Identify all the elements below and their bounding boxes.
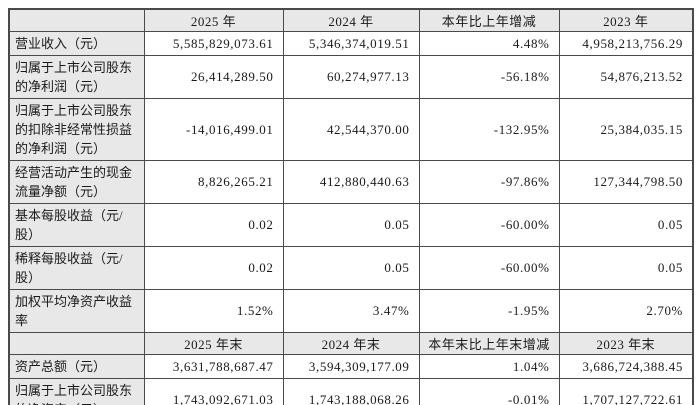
row-weighted-avg-roe: 加权平均净资产收益率 1.52% 3.47% -1.95% 2.70%: [8, 289, 694, 333]
value-2023: 127,344,798.50: [558, 160, 694, 204]
value-2023: 4,958,213,756.29: [558, 31, 694, 56]
col-header-2025-end: 2025 年末: [143, 332, 284, 355]
value-yoy: -97.86%: [418, 160, 560, 204]
financial-summary-table: 2025 年 2024 年 本年比上年增减 2023 年 营业收入（元） 5,5…: [8, 8, 694, 405]
row-label: 基本每股收益（元/股）: [8, 203, 145, 247]
value-2024: 0.05: [282, 203, 420, 247]
value-yoy: 4.48%: [418, 31, 560, 56]
col-header-2023: 2023 年: [558, 8, 694, 32]
value-yoy: -1.95%: [418, 289, 560, 333]
value-2023: 2.70%: [558, 289, 694, 333]
row-net-profit-after-nonrecurring: 归属于上市公司股东的扣除非经常性损益的净利润（元） -14,016,499.01…: [8, 98, 694, 161]
value-2024: 3.47%: [282, 289, 420, 333]
value-2025: 1,743,092,671.03: [143, 378, 284, 405]
value-2024: 5,346,374,019.51: [282, 31, 420, 56]
value-yoy: -60.00%: [418, 203, 560, 247]
corner-cell: [8, 332, 145, 355]
col-header-2023-end: 2023 年末: [558, 332, 694, 355]
value-2023: 25,384,035.15: [558, 98, 694, 161]
header-row-period-end: 2025 年末 2024 年末 本年末比上年末增减 2023 年末: [8, 332, 694, 355]
row-basic-eps: 基本每股收益（元/股） 0.02 0.05 -60.00% 0.05: [8, 203, 694, 247]
value-2024: 412,880,440.63: [282, 160, 420, 204]
value-2023: 3,686,724,388.45: [558, 354, 694, 379]
value-2024: 60,274,977.13: [282, 55, 420, 99]
value-2025: 0.02: [143, 246, 284, 290]
value-yoy: 1.04%: [418, 354, 560, 379]
value-2025: 8,826,265.21: [143, 160, 284, 204]
value-2025: -14,016,499.01: [143, 98, 284, 161]
row-label: 稀释每股收益（元/股）: [8, 246, 145, 290]
value-2023: 0.05: [558, 246, 694, 290]
value-2025: 3,631,788,687.47: [143, 354, 284, 379]
row-total-assets: 资产总额（元） 3,631,788,687.47 3,594,309,177.0…: [8, 354, 694, 379]
value-2023: 1,707,127,722.61: [558, 378, 694, 405]
value-2025: 0.02: [143, 203, 284, 247]
col-header-2024-end: 2024 年末: [282, 332, 420, 355]
row-operating-cash-flow: 经营活动产生的现金流量净额（元） 8,826,265.21 412,880,44…: [8, 160, 694, 204]
row-net-profit-attributable: 归属于上市公司股东的净利润（元） 26,414,289.50 60,274,97…: [8, 55, 694, 99]
value-2025: 5,585,829,073.61: [143, 31, 284, 56]
col-header-2025: 2025 年: [143, 8, 284, 32]
row-label: 资产总额（元）: [8, 354, 145, 379]
row-label: 归属于上市公司股东的扣除非经常性损益的净利润（元）: [8, 98, 145, 161]
value-yoy: -132.95%: [418, 98, 560, 161]
value-2023: 54,876,213.52: [558, 55, 694, 99]
value-2024: 42,544,370.00: [282, 98, 420, 161]
col-header-2024: 2024 年: [282, 8, 420, 32]
row-operating-revenue: 营业收入（元） 5,585,829,073.61 5,346,374,019.5…: [8, 31, 694, 56]
value-yoy: -56.18%: [418, 55, 560, 99]
value-2024: 1,743,188,068.26: [282, 378, 420, 405]
value-yoy: -60.00%: [418, 246, 560, 290]
value-2024: 3,594,309,177.09: [282, 354, 420, 379]
col-header-yoy-change: 本年比上年增减: [418, 8, 560, 32]
row-label: 归属于上市公司股东的净利润（元）: [8, 55, 145, 99]
col-header-end-change: 本年末比上年末增减: [418, 332, 560, 355]
row-label: 归属于上市公司股东的净资产（元）: [8, 378, 145, 405]
value-2023: 0.05: [558, 203, 694, 247]
row-net-assets-attributable: 归属于上市公司股东的净资产（元） 1,743,092,671.03 1,743,…: [8, 378, 694, 405]
row-label: 营业收入（元）: [8, 31, 145, 56]
value-2024: 0.05: [282, 246, 420, 290]
corner-cell: [8, 8, 145, 32]
value-yoy: -0.01%: [418, 378, 560, 405]
row-diluted-eps: 稀释每股收益（元/股） 0.02 0.05 -60.00% 0.05: [8, 246, 694, 290]
value-2025: 26,414,289.50: [143, 55, 284, 99]
row-label: 加权平均净资产收益率: [8, 289, 145, 333]
header-row-annual: 2025 年 2024 年 本年比上年增减 2023 年: [8, 8, 694, 32]
row-label: 经营活动产生的现金流量净额（元）: [8, 160, 145, 204]
value-2025: 1.52%: [143, 289, 284, 333]
